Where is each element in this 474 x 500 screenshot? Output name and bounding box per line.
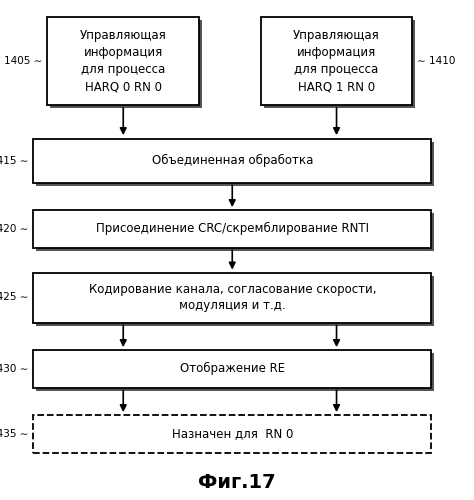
Text: Присоединение CRC/скремблирование RNTI: Присоединение CRC/скремблирование RNTI [96, 222, 369, 235]
Text: 1435 ∼: 1435 ∼ [0, 428, 28, 439]
Text: Управляющая
информация
для процесса
HARQ 1 RN 0: Управляющая информация для процесса HARQ… [293, 29, 380, 93]
Bar [47, 18, 199, 105]
Bar [264, 20, 415, 108]
Bar [261, 18, 412, 105]
Text: ∼ 1410: ∼ 1410 [417, 56, 456, 66]
Text: Отображение RE: Отображение RE [180, 362, 285, 376]
Text: Назначен для  RN 0: Назначен для RN 0 [172, 427, 293, 440]
Bar [33, 138, 431, 182]
Bar [50, 20, 202, 108]
Bar [33, 350, 431, 388]
Text: Объединенная обработка: Объединенная обработка [152, 154, 313, 167]
Text: 1415 ∼: 1415 ∼ [0, 156, 28, 166]
Text: 1425 ∼: 1425 ∼ [0, 292, 28, 302]
Text: 1405 ∼: 1405 ∼ [4, 56, 43, 66]
Bar [33, 415, 431, 453]
Bar [33, 272, 431, 322]
Bar [36, 353, 434, 391]
Bar [36, 142, 434, 186]
Bar [36, 213, 434, 250]
Text: Фиг.17: Фиг.17 [198, 473, 276, 492]
Text: 1430 ∼: 1430 ∼ [0, 364, 28, 374]
Bar [33, 210, 431, 248]
Text: Кодирование канала, согласование скорости,
модуляция и т.д.: Кодирование канала, согласование скорост… [89, 282, 376, 312]
Text: Управляющая
информация
для процесса
HARQ 0 RN 0: Управляющая информация для процесса HARQ… [80, 29, 167, 93]
Text: 1420 ∼: 1420 ∼ [0, 224, 28, 234]
Bar [36, 276, 434, 326]
